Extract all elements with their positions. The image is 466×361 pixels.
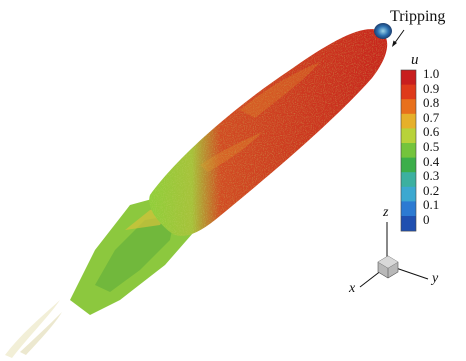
colorbar-swatch [401,216,416,232]
colorbar-swatch [401,113,416,129]
colorbar-swatch [401,70,416,86]
colorbar-swatch [401,128,416,144]
colorbar-swatch [401,157,416,173]
wake-tail [5,300,62,358]
axis-triad [359,222,429,288]
colorbar-tick-label: 0.8 [423,95,440,111]
colorbar-tick-label: 0.1 [423,197,440,213]
axis-x-label: x [349,281,356,296]
colorbar-swatch [401,186,416,202]
colorbar-frame [400,69,417,232]
colorbar-swatch [401,201,416,217]
colorbar-swatch [401,143,416,159]
axis-z-label: z [383,205,389,220]
colorbar-tick-label: 0.6 [423,124,440,140]
colorbar-tick-label: 0.9 [423,80,440,96]
colorbar-tick-label: 0.2 [423,182,440,198]
tripping-marker [374,23,392,39]
tripping-label: Tripping [390,8,446,25]
colorbar-tick-label: 0.4 [423,153,440,169]
colorbar-tick-label: 1.0 [423,66,440,81]
colorbar-tick-label: 0.3 [423,168,440,184]
colorbar-tick-label: 0 [423,212,430,227]
colorbar [400,69,417,232]
colorbar-swatch [401,84,416,100]
colorbar-swatch [401,172,416,188]
wake-body [149,29,388,236]
axis-y-label: y [432,271,439,286]
colorbar-title: u [411,52,419,68]
tripping-arrow [392,29,405,47]
colorbar-tick-label: 0.7 [423,109,440,125]
colorbar-swatch [401,99,416,115]
colorbar-tick-label: 0.5 [423,139,440,154]
